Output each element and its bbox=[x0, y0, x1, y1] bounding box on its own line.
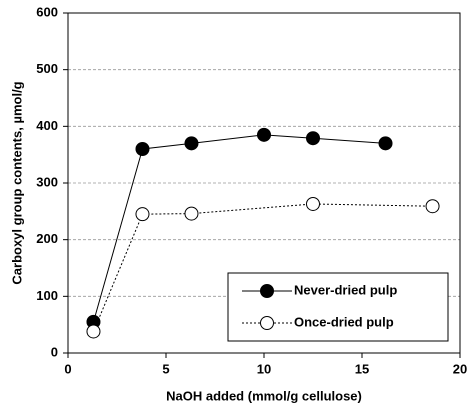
legend-label: Never-dried pulp bbox=[294, 282, 397, 297]
marker bbox=[86, 324, 101, 339]
marker bbox=[306, 196, 320, 211]
plot-frame bbox=[67, 12, 461, 354]
marker bbox=[135, 207, 150, 222]
marker bbox=[135, 142, 150, 156]
marker bbox=[306, 131, 320, 146]
y-tick-label: 400 bbox=[36, 118, 58, 133]
y-tick-label: 200 bbox=[36, 231, 58, 246]
x-tick-label: 0 bbox=[64, 361, 71, 376]
y-tick-label: 500 bbox=[36, 61, 58, 76]
y-axis-label: Carboxyl group contents, µmol/g bbox=[9, 81, 24, 284]
marker bbox=[184, 206, 199, 221]
x-tick-label: 10 bbox=[257, 361, 271, 376]
y-tick-label: 100 bbox=[36, 288, 58, 303]
legend-box bbox=[227, 272, 449, 342]
legend-marker bbox=[260, 316, 274, 330]
x-tick-label: 15 bbox=[355, 361, 369, 376]
x-tick-label: 5 bbox=[162, 361, 169, 376]
marker bbox=[257, 127, 271, 142]
y-tick-label: 0 bbox=[51, 344, 58, 359]
x-axis-label: NaOH added (mmol/g cellulose) bbox=[166, 388, 362, 403]
marker bbox=[184, 136, 199, 151]
x-tick-label: 20 bbox=[453, 361, 467, 376]
series-line bbox=[92, 134, 386, 322]
legend-marker bbox=[260, 284, 274, 298]
y-tick-label: 600 bbox=[36, 4, 58, 19]
y-tick-label: 300 bbox=[36, 174, 58, 189]
marker bbox=[425, 199, 440, 214]
legend-label: Once-dried pulp bbox=[294, 314, 394, 329]
marker bbox=[378, 136, 393, 151]
